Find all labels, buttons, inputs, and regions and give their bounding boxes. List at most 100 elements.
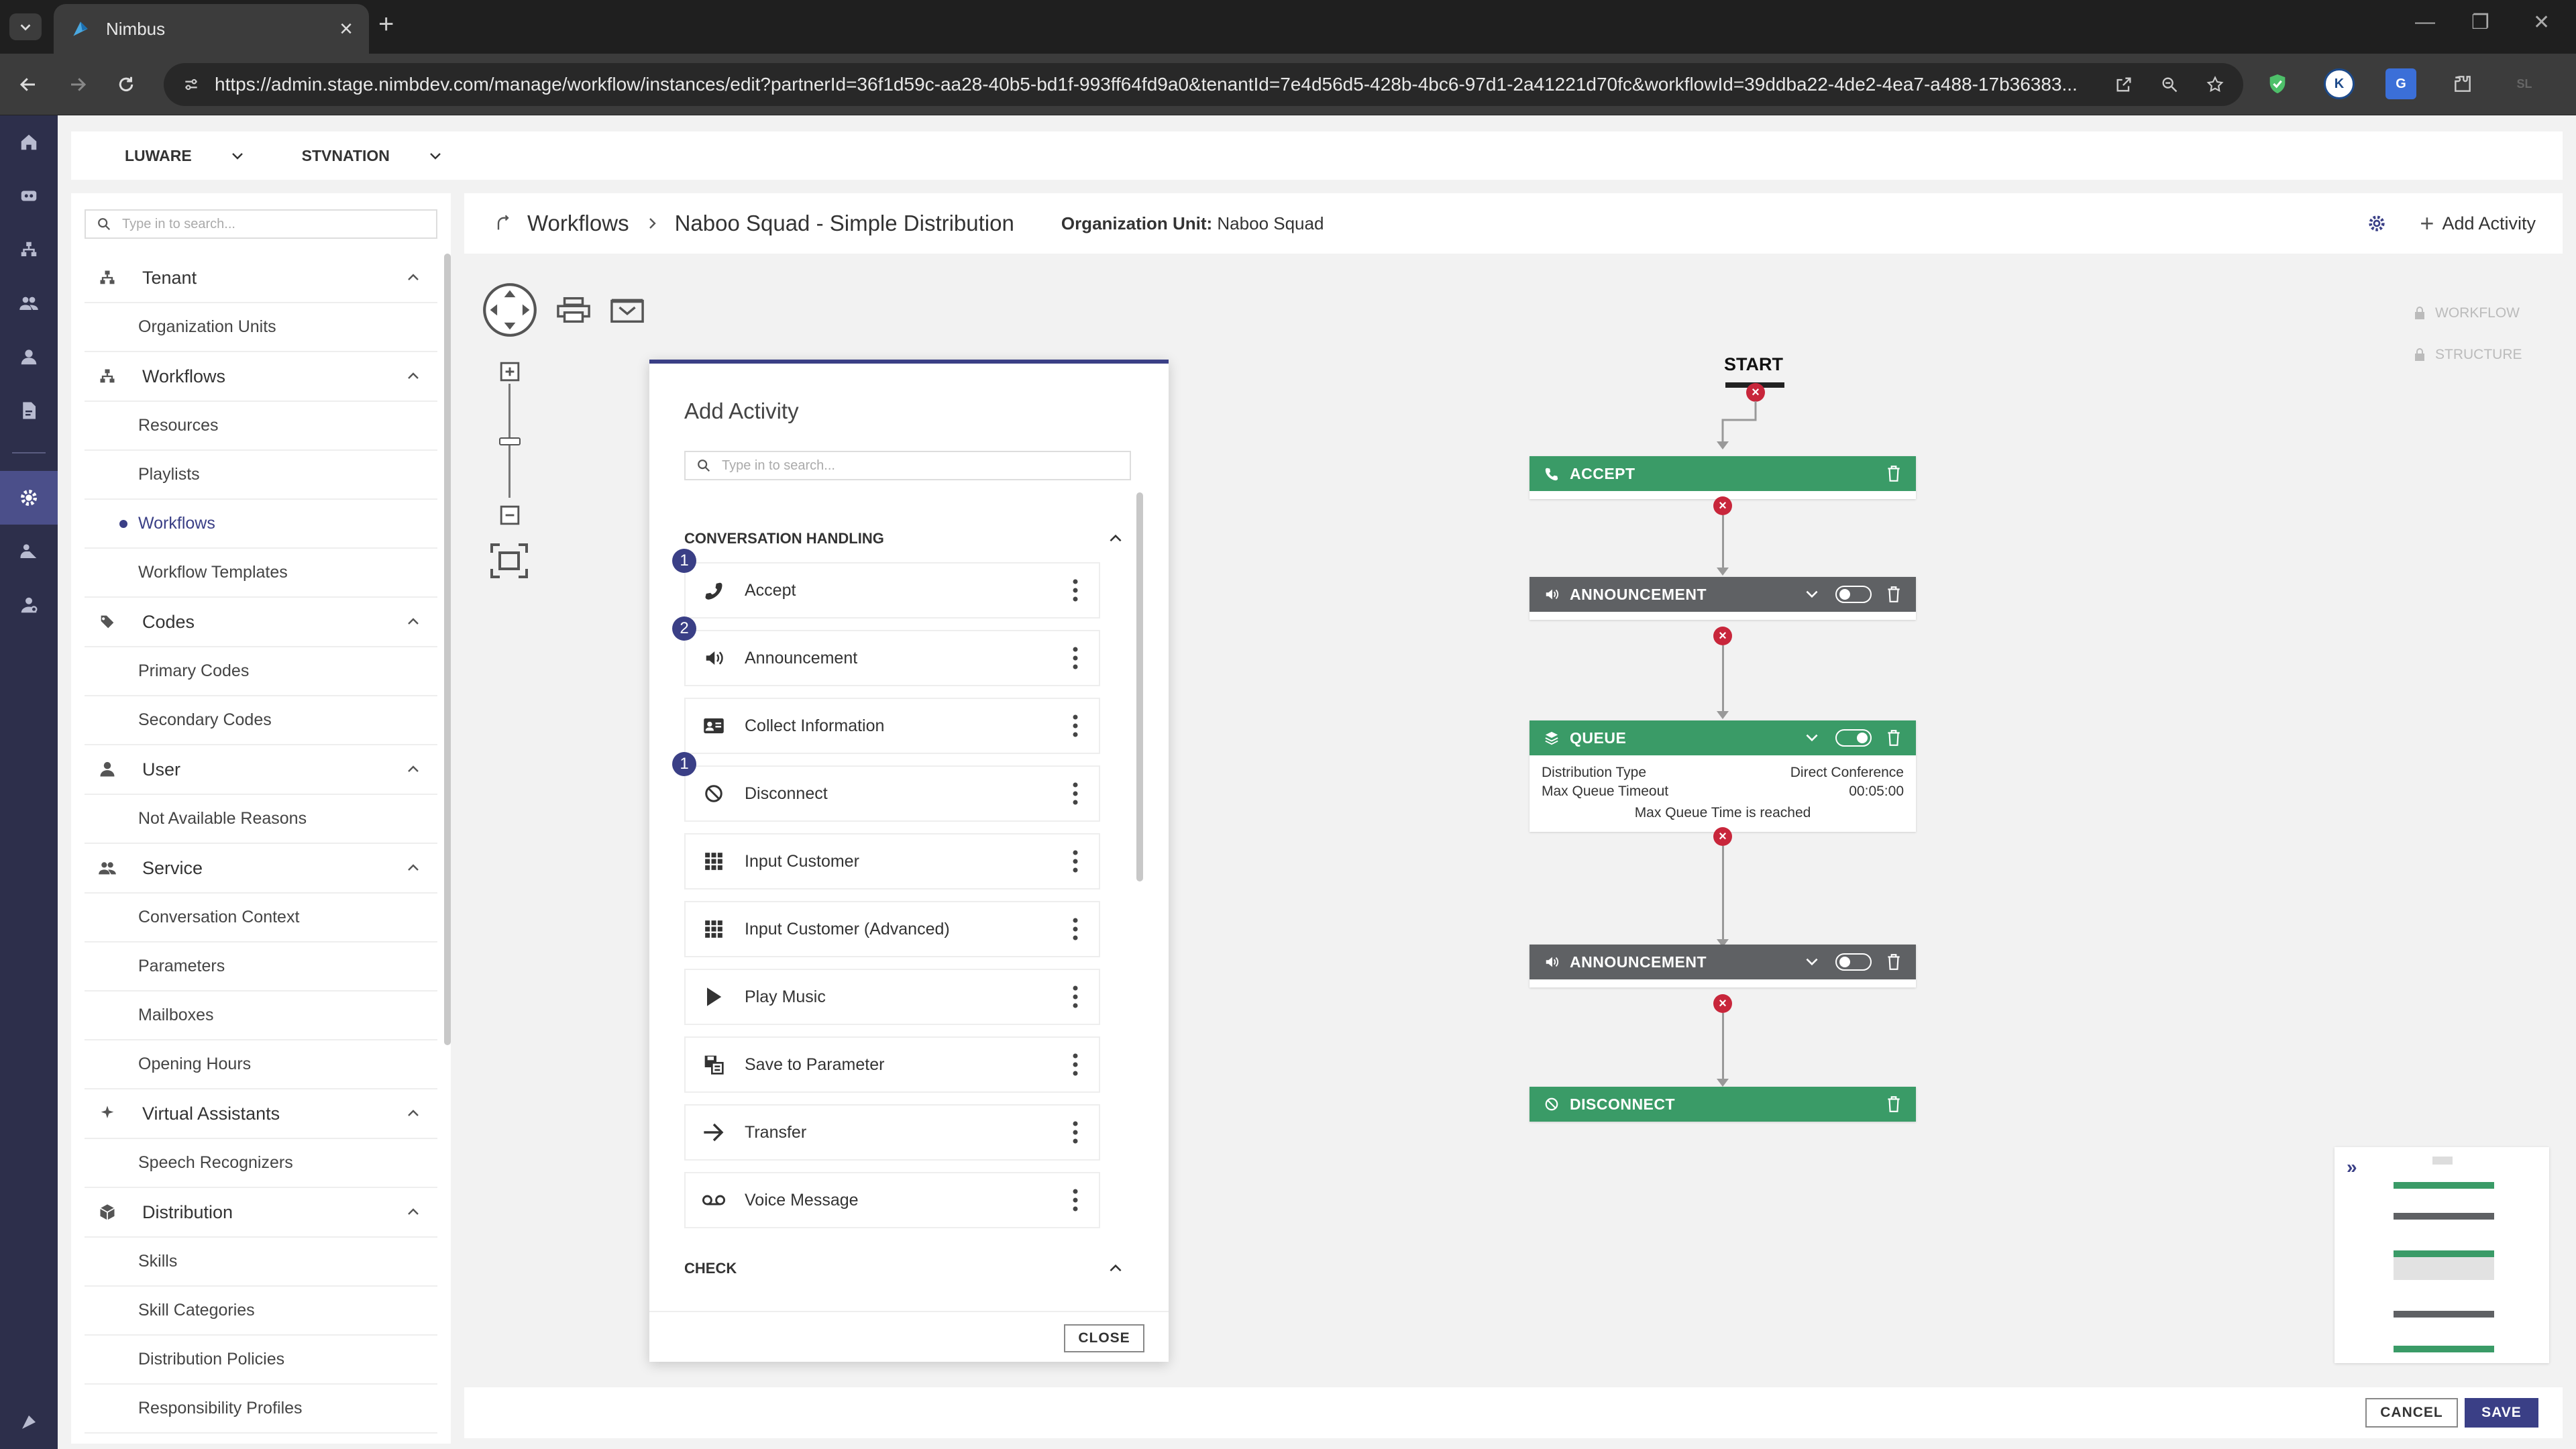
sidebar-scrollbar[interactable] bbox=[444, 254, 451, 1045]
forward-icon[interactable] bbox=[60, 67, 95, 102]
sidebar-item-workflows[interactable]: Workflows bbox=[85, 500, 437, 549]
address-bar[interactable]: https://admin.stage.nimbdev.com/manage/w… bbox=[164, 63, 2243, 106]
sidebar-item-mailboxes[interactable]: Mailboxes bbox=[85, 991, 437, 1040]
activity-item-save-to-parameter[interactable]: Save to Parameter bbox=[684, 1036, 1100, 1093]
bookmark-star-icon[interactable] bbox=[2206, 75, 2224, 94]
structure-lock[interactable]: STRUCTURE bbox=[2414, 334, 2522, 376]
activity-item-input-customer[interactable]: Input Customer bbox=[684, 833, 1100, 890]
sidebar-section-workflows[interactable]: Workflows bbox=[85, 352, 437, 402]
tab-search-button[interactable] bbox=[9, 13, 42, 40]
cancel-button[interactable]: CANCEL bbox=[2365, 1398, 2458, 1428]
browser-tab[interactable]: Nimbus × bbox=[54, 4, 369, 54]
activity-item-transfer[interactable]: Transfer bbox=[684, 1104, 1100, 1161]
node-disconnect[interactable]: DISCONNECT bbox=[1529, 1087, 1916, 1122]
workflow-lock[interactable]: WORKFLOW bbox=[2414, 292, 2522, 334]
node-enable-toggle[interactable] bbox=[1835, 953, 1872, 971]
group-check[interactable]: CHECK bbox=[684, 1260, 1124, 1277]
site-info-icon[interactable] bbox=[182, 76, 200, 93]
trash-icon[interactable] bbox=[1886, 465, 1901, 482]
node-announcement-1[interactable]: ANNOUNCEMENT bbox=[1529, 577, 1916, 620]
pan-control-icon[interactable] bbox=[482, 282, 538, 338]
sidebar-search-input[interactable] bbox=[122, 216, 431, 232]
sidebar-item-distribution-policies[interactable]: Distribution Policies bbox=[85, 1336, 437, 1385]
node-enable-toggle[interactable] bbox=[1835, 729, 1872, 747]
k-extension-icon[interactable]: K bbox=[2324, 68, 2355, 99]
rail-admin-icon[interactable] bbox=[0, 578, 58, 632]
activity-item-announcement[interactable]: Announcement bbox=[684, 630, 1100, 686]
zoom-slider-handle[interactable] bbox=[499, 437, 521, 445]
add-activity-button[interactable]: + Add Activity bbox=[2420, 209, 2536, 237]
more-vertical-icon[interactable] bbox=[1072, 1053, 1079, 1077]
trash-icon[interactable] bbox=[1886, 953, 1901, 971]
print-icon[interactable] bbox=[557, 297, 590, 323]
activity-item-input-customer-advanced[interactable]: Input Customer (Advanced) bbox=[684, 901, 1100, 957]
more-vertical-icon[interactable] bbox=[1072, 646, 1079, 670]
node-enable-toggle[interactable] bbox=[1835, 586, 1872, 603]
group-conversation-handling[interactable]: CONVERSATION HANDLING bbox=[684, 530, 1124, 547]
sidebar-item-workflow-templates[interactable]: Workflow Templates bbox=[85, 549, 437, 598]
more-vertical-icon[interactable] bbox=[1072, 1120, 1079, 1144]
settings-gear-icon[interactable] bbox=[2366, 213, 2387, 234]
more-vertical-icon[interactable] bbox=[1072, 714, 1079, 738]
zoom-icon[interactable] bbox=[2160, 75, 2179, 94]
sidebar-item-speech-recognizers[interactable]: Speech Recognizers bbox=[85, 1139, 437, 1188]
sidebar-item-secondary-codes[interactable]: Secondary Codes bbox=[85, 696, 437, 745]
sidebar-item-resources[interactable]: Resources bbox=[85, 402, 437, 451]
activity-search-input[interactable] bbox=[722, 458, 1124, 474]
open-external-icon[interactable] bbox=[2114, 75, 2133, 94]
sidebar-item-opening-hours[interactable]: Opening Hours bbox=[85, 1040, 437, 1089]
close-window-icon[interactable]: ✕ bbox=[2533, 11, 2551, 34]
shield-extension-icon[interactable] bbox=[2262, 68, 2293, 99]
chevron-down-icon[interactable] bbox=[1803, 586, 1821, 603]
restore-window-icon[interactable]: ❐ bbox=[2471, 11, 2489, 34]
sidebar-item-parameters[interactable]: Parameters bbox=[85, 943, 437, 991]
collapse-all-icon[interactable] bbox=[610, 297, 644, 323]
more-vertical-icon[interactable] bbox=[1072, 578, 1079, 602]
sidebar-item-responsibility-profiles[interactable]: Responsibility Profiles bbox=[85, 1385, 437, 1434]
node-announcement-2[interactable]: ANNOUNCEMENT bbox=[1529, 945, 1916, 987]
sidebar-section-user[interactable]: User bbox=[85, 745, 437, 795]
activity-item-disconnect[interactable]: Disconnect bbox=[684, 765, 1100, 822]
activity-item-play-music[interactable]: Play Music bbox=[684, 969, 1100, 1025]
sidebar-item-skills[interactable]: Skills bbox=[85, 1238, 437, 1287]
rail-partner-icon[interactable] bbox=[0, 525, 58, 578]
sidebar-item-not-available-reasons[interactable]: Not Available Reasons bbox=[85, 795, 437, 844]
zoom-in-icon[interactable] bbox=[499, 361, 521, 382]
activity-item-collect-information[interactable]: Collect Information bbox=[684, 698, 1100, 754]
rail-reports-icon[interactable] bbox=[0, 384, 58, 437]
sidebar-section-distribution[interactable]: Distribution bbox=[85, 1188, 437, 1238]
translate-extension-icon[interactable]: G bbox=[2385, 68, 2416, 99]
zoom-out-icon[interactable] bbox=[499, 504, 521, 526]
trash-icon[interactable] bbox=[1886, 1095, 1901, 1113]
rail-user-icon[interactable] bbox=[0, 330, 58, 384]
new-tab-icon[interactable]: + bbox=[378, 9, 394, 39]
sidebar-section-virtual-assistants[interactable]: Virtual Assistants bbox=[85, 1089, 437, 1139]
panel-scrollbar[interactable] bbox=[1136, 492, 1143, 881]
sidebar-item-conversation-context[interactable]: Conversation Context bbox=[85, 894, 437, 943]
sidebar-item-organization-units[interactable]: Organization Units bbox=[85, 303, 437, 352]
rail-users-icon[interactable] bbox=[0, 276, 58, 330]
sidebar-item-primary-codes[interactable]: Primary Codes bbox=[85, 647, 437, 696]
rail-monitoring-icon[interactable] bbox=[0, 169, 58, 223]
sidebar-section-service[interactable]: Service bbox=[85, 844, 437, 894]
more-vertical-icon[interactable] bbox=[1072, 849, 1079, 873]
trash-icon[interactable] bbox=[1886, 586, 1901, 603]
close-tab-icon[interactable]: × bbox=[339, 15, 353, 42]
fit-to-screen-icon[interactable] bbox=[488, 542, 530, 580]
breadcrumb-workflows-link[interactable]: Workflows bbox=[527, 211, 629, 235]
sidebar-section-tenant[interactable]: Tenant bbox=[85, 254, 437, 303]
partner-selector[interactable]: LUWARE bbox=[125, 147, 246, 165]
more-vertical-icon[interactable] bbox=[1072, 782, 1079, 806]
more-vertical-icon[interactable] bbox=[1072, 1188, 1079, 1212]
save-button[interactable]: SAVE bbox=[2465, 1398, 2538, 1428]
rail-settings-icon[interactable] bbox=[0, 471, 58, 525]
node-accept[interactable]: ACCEPT bbox=[1529, 456, 1916, 499]
minimize-window-icon[interactable]: — bbox=[2415, 11, 2435, 33]
browser-menu-icon[interactable]: ⋮ bbox=[2571, 68, 2576, 99]
chevron-down-icon[interactable] bbox=[1803, 729, 1821, 747]
activity-item-accept[interactable]: Accept bbox=[684, 562, 1100, 619]
sidebar-item-skill-categories[interactable]: Skill Categories bbox=[85, 1287, 437, 1336]
close-panel-button[interactable]: CLOSE bbox=[1064, 1324, 1144, 1352]
sidebar-section-codes[interactable]: Codes bbox=[85, 598, 437, 647]
tenant-selector[interactable]: STVNATION bbox=[302, 147, 443, 165]
